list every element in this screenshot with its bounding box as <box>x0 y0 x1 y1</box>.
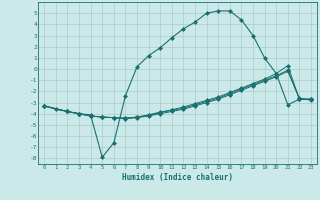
X-axis label: Humidex (Indice chaleur): Humidex (Indice chaleur) <box>122 173 233 182</box>
